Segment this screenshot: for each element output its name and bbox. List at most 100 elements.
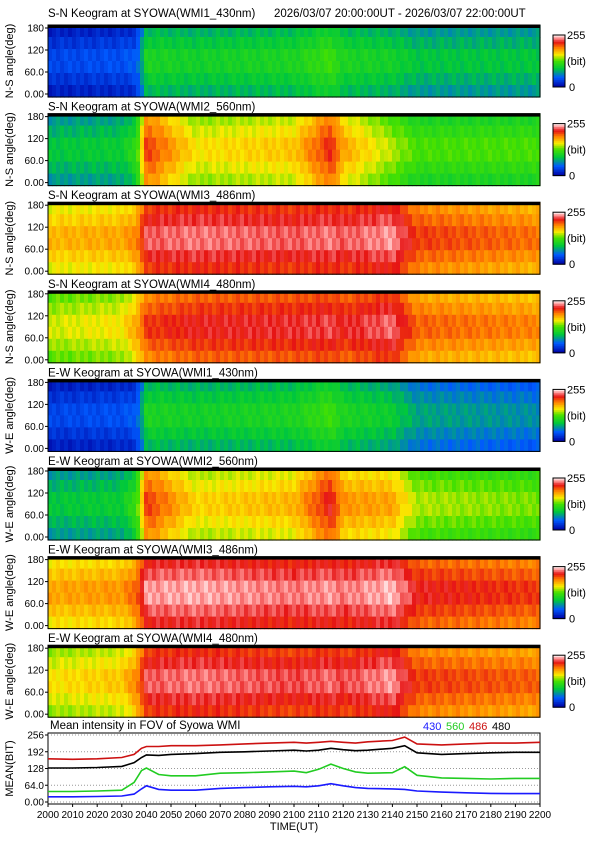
heatmap-cell xyxy=(384,25,389,38)
heatmap-cell xyxy=(68,302,73,316)
heatmap-cell xyxy=(280,25,285,38)
heatmap-cell xyxy=(512,250,517,263)
heatmap-cell xyxy=(280,238,285,251)
heatmap-cell xyxy=(500,113,505,127)
heatmap-cell xyxy=(232,202,237,215)
heatmap-cell xyxy=(236,125,241,139)
heatmap-cell xyxy=(204,113,209,127)
heatmap-cell xyxy=(116,616,121,630)
heatmap-cell xyxy=(204,125,209,139)
colorbar-segment xyxy=(553,78,565,81)
heatmap-cell xyxy=(344,113,349,127)
heatmap-cell xyxy=(424,290,429,304)
colorbar-segment xyxy=(553,436,565,439)
heatmap-cell xyxy=(164,439,169,452)
heatmap-cell xyxy=(512,137,517,151)
heatmap-cell xyxy=(492,202,497,215)
heatmap-cell xyxy=(52,350,57,364)
heatmap-cell xyxy=(124,161,129,175)
heatmap-cell xyxy=(220,314,225,328)
heatmap-cell xyxy=(528,226,533,239)
heatmap-cell xyxy=(308,427,313,440)
heatmap-cell xyxy=(92,350,97,364)
y-tick-label: 60.0 xyxy=(25,68,45,79)
heatmap-cell xyxy=(100,592,105,606)
heatmap-cell xyxy=(352,415,357,428)
heatmap-cell xyxy=(516,314,521,328)
heatmap-cell xyxy=(52,137,57,151)
heatmap-cell xyxy=(108,214,113,227)
heatmap-cell xyxy=(100,403,105,416)
heatmap-cell xyxy=(152,238,157,251)
heatmap-cell xyxy=(536,415,541,428)
heatmap-cell xyxy=(388,137,393,151)
heatmap-cell xyxy=(332,427,337,440)
heatmap-cell xyxy=(136,125,141,139)
heatmap-cell xyxy=(516,137,521,151)
heatmap-cell xyxy=(344,415,349,428)
heatmap-cell xyxy=(192,290,197,304)
heatmap-cell xyxy=(180,173,185,187)
heatmap-cell xyxy=(524,250,529,263)
heatmap-cell xyxy=(112,61,117,74)
colorbar-segment xyxy=(553,528,565,531)
heatmap-cell xyxy=(96,616,101,630)
heatmap-cell xyxy=(140,238,145,251)
colorbar-segment xyxy=(553,333,565,336)
heatmap-cell xyxy=(272,350,277,364)
heatmap-cell xyxy=(284,250,289,263)
heatmap-cell xyxy=(328,250,333,263)
heatmap-cell xyxy=(484,137,489,151)
heatmap-cell xyxy=(360,468,365,481)
heatmap-cell xyxy=(204,149,209,163)
heatmap-cell xyxy=(140,391,145,404)
heatmap-cell xyxy=(380,391,385,404)
heatmap-cell xyxy=(348,161,353,175)
heatmap-cell xyxy=(160,592,165,606)
y-axis-label: N-S angle(deg) xyxy=(4,24,16,99)
heatmap-cell xyxy=(128,214,133,227)
heatmap-cell xyxy=(148,468,153,481)
heatmap-cell xyxy=(212,516,217,529)
heatmap-cell xyxy=(372,61,377,74)
heatmap-cell xyxy=(236,85,241,98)
heatmap-cell xyxy=(476,73,481,86)
heatmap-cell xyxy=(400,238,405,251)
heatmap-cell xyxy=(372,73,377,86)
colorbar: 255(bit)0 xyxy=(552,296,586,360)
heatmap-cell xyxy=(268,262,273,275)
heatmap-cell xyxy=(160,290,165,304)
heatmap-cell xyxy=(500,214,505,227)
heatmap-cell xyxy=(72,125,77,139)
heatmap-cell xyxy=(80,302,85,316)
heatmap-cell xyxy=(404,468,409,481)
heatmap-cell xyxy=(220,262,225,275)
heatmap-cell xyxy=(184,616,189,630)
heatmap-cell xyxy=(436,125,441,139)
heatmap-cell xyxy=(376,149,381,163)
heatmap-cell xyxy=(52,391,57,404)
heatmap-cell xyxy=(196,61,201,74)
heatmap-cell xyxy=(424,403,429,416)
heatmap-cell xyxy=(128,480,133,493)
heatmap-cell xyxy=(436,113,441,127)
heatmap-cell xyxy=(248,85,253,98)
heatmap-cell xyxy=(80,238,85,251)
heatmap-cell xyxy=(496,113,501,127)
heatmap-cell xyxy=(80,415,85,428)
heatmap-cell xyxy=(280,262,285,275)
heatmap-cell xyxy=(524,439,529,452)
heatmap-cell xyxy=(524,528,529,541)
heatmap-cell xyxy=(196,516,201,529)
heatmap-cell xyxy=(448,439,453,452)
colorbar-segment xyxy=(553,417,565,420)
heatmap-cell xyxy=(288,37,293,50)
heatmap-cell xyxy=(284,149,289,163)
colorbar-segment xyxy=(553,213,565,217)
heatmap-cell xyxy=(176,338,181,352)
heatmap-cell xyxy=(252,528,257,541)
heatmap-cell xyxy=(360,350,365,364)
heatmap-cell xyxy=(156,214,161,227)
heatmap-cell xyxy=(452,427,457,440)
heatmap-cell xyxy=(248,73,253,86)
